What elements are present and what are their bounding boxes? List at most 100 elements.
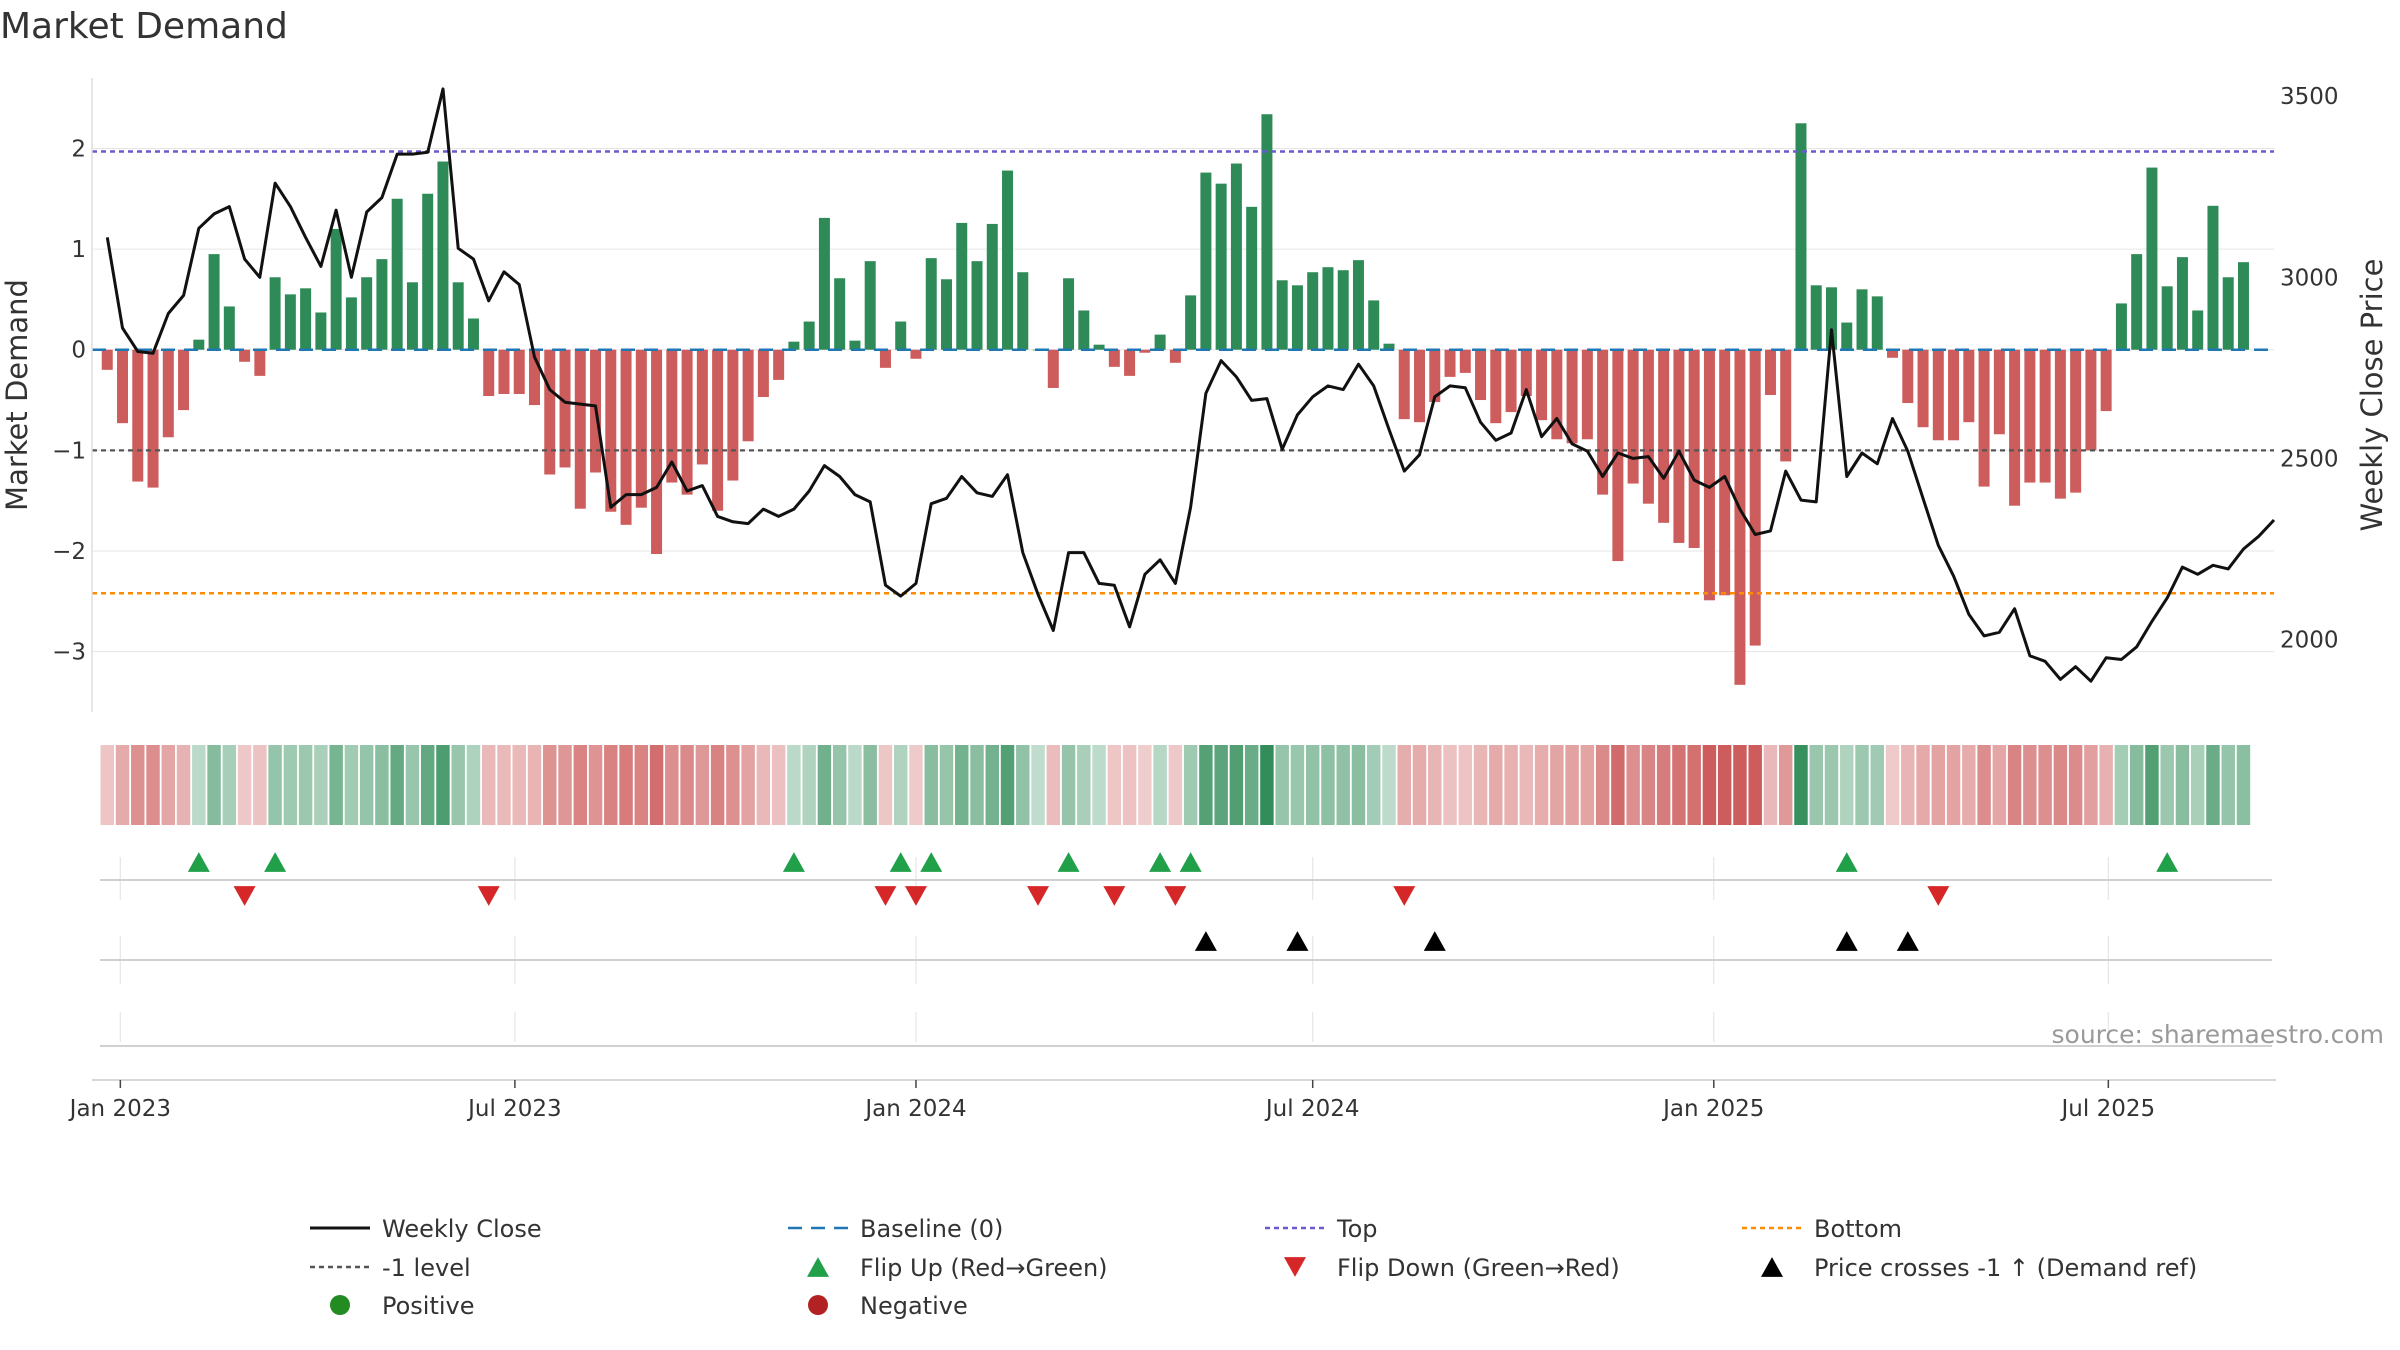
- demand-bar-positive: [1078, 310, 1090, 350]
- demand-bar-negative: [651, 349, 663, 555]
- heat-cell: [329, 745, 343, 825]
- left-tick-label: 1: [71, 237, 86, 263]
- heat-cell: [283, 745, 298, 825]
- demand-bar-negative: [513, 349, 525, 394]
- demand-bar-positive: [986, 223, 998, 350]
- heat-cell: [1565, 745, 1579, 825]
- demand-bar-negative: [1703, 349, 1715, 601]
- legend-swatch: [1284, 1257, 1306, 1277]
- demand-bar-positive: [2161, 286, 2173, 350]
- heat-cell: [726, 745, 740, 825]
- x-tick-label: Jan 2023: [68, 1096, 171, 1122]
- heat-cell: [2099, 745, 2113, 825]
- demand-bar-negative: [2009, 349, 2021, 506]
- demand-bar-positive: [452, 282, 464, 350]
- demand-bar-negative: [559, 349, 571, 468]
- heat-cell: [375, 745, 389, 825]
- heat-cell: [2175, 745, 2190, 825]
- heat-cell: [1122, 745, 1137, 825]
- demand-bar-positive: [1017, 272, 1029, 350]
- demand-bar-negative: [773, 349, 785, 380]
- demand-bar-positive: [788, 341, 800, 350]
- legend-swatch: [1761, 1257, 1783, 1277]
- legend: Weekly Close Baseline (0) Top Bottom -1 leve…: [310, 1215, 2197, 1320]
- left-axis-label: Market Demand: [0, 279, 34, 511]
- demand-bar-positive: [315, 312, 327, 350]
- heat-cell: [2129, 745, 2144, 825]
- heat-cell: [2023, 745, 2037, 825]
- demand-bar-negative: [1047, 349, 1059, 388]
- demand-bar-negative: [1505, 349, 1517, 413]
- right-tick-label: 2500: [2280, 446, 2339, 472]
- heat-cell: [1870, 745, 1885, 825]
- heat-cell: [390, 745, 404, 825]
- heat-cell: [1733, 745, 1747, 825]
- heat-cell: [665, 745, 679, 825]
- demand-bar-positive: [1841, 322, 1853, 350]
- flip-down-marker: [874, 886, 897, 906]
- left-tick-label: 2: [71, 136, 86, 162]
- x-tick-label: Jan 2025: [1661, 1096, 1764, 1122]
- left-tick-label: −2: [52, 539, 86, 565]
- price-cross-marker: [1896, 931, 1919, 951]
- demand-bar-negative: [1520, 349, 1532, 397]
- heat-cell: [1702, 745, 1717, 825]
- demand-bar-negative: [1475, 349, 1487, 401]
- heat-cell: [1138, 745, 1152, 825]
- heat-cell: [146, 745, 160, 825]
- demand-bar-negative: [757, 349, 769, 398]
- demand-bar-positive: [1215, 183, 1227, 350]
- heat-cell: [771, 745, 786, 825]
- heat-cell: [1473, 745, 1488, 825]
- demand-bar-positive: [406, 282, 418, 350]
- demand-bar-positive: [1337, 270, 1349, 350]
- heat-cell: [1000, 745, 1015, 825]
- demand-bar-positive: [1063, 278, 1075, 350]
- heat-cell: [1901, 745, 1915, 825]
- demand-bar-negative: [1597, 349, 1609, 495]
- heat-cell: [1794, 745, 1808, 825]
- heat-cell: [634, 745, 649, 825]
- demand-bar-negative: [1749, 349, 1761, 646]
- flip-down-marker: [1393, 886, 1416, 906]
- demand-bar-negative: [101, 349, 113, 370]
- heat-cell: [756, 745, 771, 825]
- heat-cell: [2068, 745, 2083, 825]
- demand-bar-positive: [1246, 206, 1258, 350]
- demand-bar-negative: [1734, 349, 1746, 685]
- demand-bar-positive: [223, 306, 235, 350]
- legend-item-flip-down: Flip Down (Green→Red): [1284, 1254, 1620, 1282]
- heat-cell: [1336, 745, 1350, 825]
- heat-cell: [1153, 745, 1167, 825]
- demand-bar-negative: [1139, 349, 1151, 353]
- demand-bar-negative: [2054, 349, 2066, 499]
- heat-cell: [558, 745, 572, 825]
- legend-item-flip-up: Flip Up (Red→Green): [807, 1254, 1108, 1282]
- heat-cell: [1397, 745, 1411, 825]
- x-tick-label: Jul 2025: [2060, 1096, 2156, 1122]
- demand-bar-negative: [1887, 349, 1899, 358]
- heat-cell: [466, 745, 481, 825]
- heat-cell: [1534, 745, 1549, 825]
- heat-cell: [1244, 745, 1259, 825]
- heat-cell: [1321, 745, 1335, 825]
- heat-cell: [131, 745, 145, 825]
- heat-cell: [1641, 745, 1656, 825]
- demand-bar-negative: [2039, 349, 2051, 483]
- demand-bar-positive: [376, 259, 388, 350]
- demand-bar-positive: [1185, 295, 1197, 350]
- reference-lines: [92, 150, 2274, 595]
- heat-cell: [1229, 745, 1244, 825]
- demand-bar-positive: [1261, 114, 1273, 350]
- demand-bar-negative: [1444, 349, 1456, 377]
- heat-cell: [1717, 745, 1732, 825]
- demand-bar-negative: [696, 349, 708, 465]
- heat-cell: [1214, 745, 1228, 825]
- demand-bar-negative: [1414, 349, 1426, 423]
- flip-down-marker: [233, 886, 256, 906]
- demand-bar-negative: [1673, 349, 1685, 543]
- heat-cell: [1611, 745, 1625, 825]
- heat-cell: [893, 745, 908, 825]
- flip-down-marker: [1027, 886, 1050, 906]
- heat-cell: [527, 745, 542, 825]
